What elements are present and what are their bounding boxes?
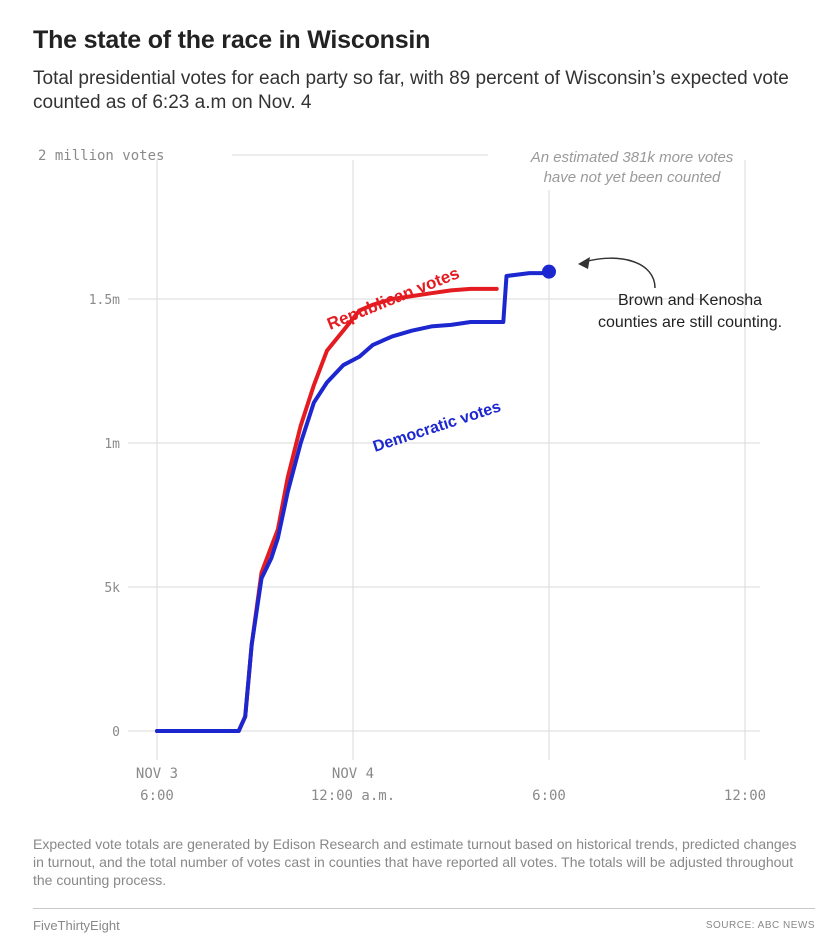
- republican-line: [155, 286, 499, 733]
- footer-divider: [33, 908, 815, 909]
- democratic-series-label: Democratic votes: [371, 398, 503, 455]
- annotation-arrowhead: [578, 257, 590, 269]
- x-tick-label-line2: 12:00: [724, 788, 766, 804]
- x-tick-label-line1: NOV 3: [136, 766, 178, 782]
- x-tick-label-line2: 6:00: [140, 788, 174, 804]
- chart-subtitle: Total presidential votes for each party …: [33, 68, 789, 113]
- y-tick-label: 0: [112, 725, 120, 740]
- uncounted-annotation-line: have not yet been counted: [544, 169, 721, 186]
- x-tick-label-line2: 12:00 a.m.: [311, 788, 395, 804]
- counties-annotation-line: Brown and Kenosha: [618, 292, 762, 309]
- y-tick-label: 1.5m: [89, 293, 120, 308]
- source-credit: SOURCE: ABC NEWS: [705, 920, 815, 931]
- brand-name: FiveThirtyEight: [33, 918, 120, 933]
- uncounted-annotation-line: An estimated 381k more votes: [530, 149, 734, 166]
- y-tick-label: 1m: [104, 437, 120, 452]
- chart-title: The state of the race in Wisconsin: [33, 26, 431, 54]
- democratic-line: [155, 271, 548, 733]
- footnote: Expected vote totals are generated by Ed…: [33, 836, 797, 888]
- y-unit-label: 2 million votes: [38, 148, 164, 164]
- latest-count-dot: [542, 264, 556, 279]
- annotation-arrow: [583, 257, 656, 289]
- x-tick-label-line1: NOV 4: [332, 766, 374, 782]
- y-tick-label: 5k: [104, 581, 120, 596]
- vote-chart: 0 5k 1m 1.5m 2 million votes NOV 3 6:00 NOV 4 12…: [38, 148, 782, 804]
- counties-annotation-line: counties are still counting.: [598, 314, 782, 331]
- x-tick-label-line2: 6:00: [532, 788, 566, 804]
